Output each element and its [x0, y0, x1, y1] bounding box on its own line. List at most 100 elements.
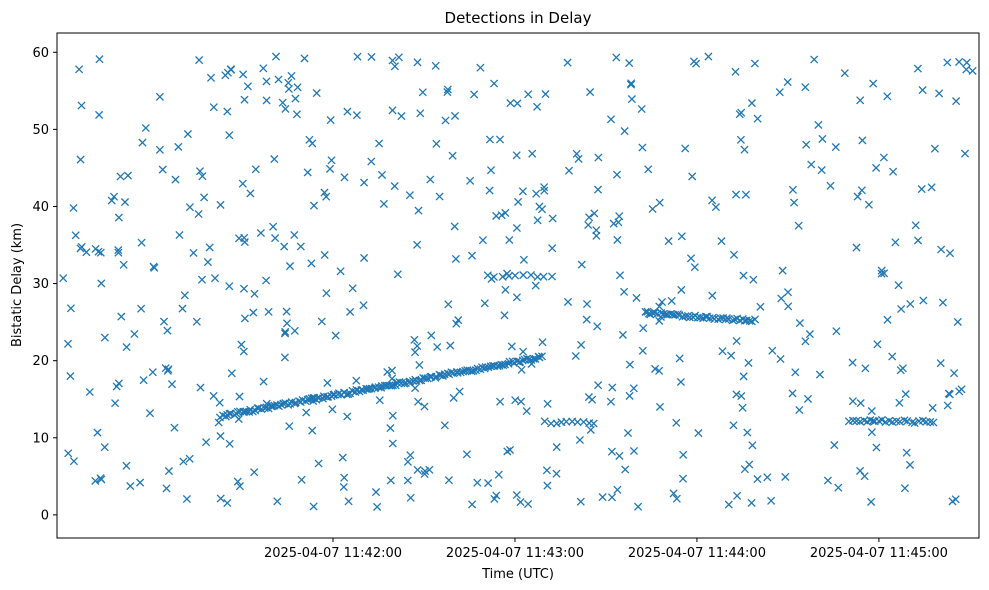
detection-point	[638, 143, 647, 152]
detection-point	[749, 275, 758, 284]
detection-point	[594, 381, 603, 390]
detection-point	[388, 411, 397, 420]
detection-point	[626, 80, 636, 89]
detection-point	[239, 284, 249, 293]
detection-point	[594, 153, 603, 162]
detection-point	[408, 376, 418, 386]
detection-point	[655, 402, 665, 411]
detection-point	[512, 490, 521, 500]
detection-point	[731, 190, 741, 199]
detection-point	[248, 407, 257, 416]
detection-point	[377, 170, 387, 179]
detection-point	[788, 389, 797, 398]
detection-point	[913, 64, 922, 73]
detection-point	[203, 258, 212, 267]
detection-point	[763, 473, 772, 482]
detection-point	[667, 296, 676, 305]
detection-point	[718, 347, 727, 356]
detection-point	[929, 418, 938, 427]
detection-point	[801, 337, 810, 346]
detection-point	[593, 185, 603, 194]
detection-point	[215, 398, 224, 407]
x-tick-label: 2025-04-07 11:45:00	[810, 546, 948, 561]
detection-point	[501, 285, 510, 294]
detection-point	[955, 57, 964, 66]
detection-point	[516, 397, 526, 406]
detection-point	[740, 145, 749, 154]
detection-point	[348, 284, 357, 293]
detection-point	[577, 340, 586, 349]
detection-point	[768, 346, 777, 355]
detection-point	[96, 248, 105, 257]
detection-point	[781, 472, 790, 481]
detection-point	[262, 276, 271, 285]
detection-point	[588, 395, 597, 404]
detection-point	[832, 327, 841, 336]
detection-point	[109, 192, 119, 201]
detection-point	[388, 381, 398, 390]
detection-point	[420, 469, 429, 479]
detection-point	[490, 79, 499, 88]
detection-point	[748, 441, 757, 450]
detection-point	[312, 89, 321, 98]
detection-point	[139, 376, 148, 385]
y-tick-label: 40	[32, 200, 49, 215]
detection-point	[711, 203, 720, 212]
detection-point	[405, 377, 414, 386]
detection-point	[533, 216, 542, 225]
detection-point	[574, 154, 583, 163]
detection-point	[251, 165, 260, 174]
detection-point	[704, 52, 713, 61]
detection-point	[867, 407, 876, 416]
detection-point	[468, 500, 477, 509]
detection-point	[167, 380, 177, 389]
detection-point	[788, 185, 797, 194]
detection-point	[503, 447, 512, 456]
detection-point	[803, 394, 813, 403]
detection-point	[552, 419, 561, 428]
detection-point	[282, 319, 292, 328]
detection-point	[495, 135, 505, 144]
detection-point	[307, 259, 316, 268]
detection-point	[223, 107, 232, 116]
detection-point	[572, 149, 581, 158]
detection-point	[454, 316, 463, 325]
detection-point	[271, 234, 280, 243]
detection-point	[571, 351, 580, 361]
detection-point	[149, 262, 158, 271]
detection-point	[280, 353, 289, 362]
detection-point	[919, 296, 928, 305]
detection-point	[383, 367, 392, 377]
detection-point	[323, 378, 332, 387]
detection-point	[655, 316, 664, 325]
detection-point	[805, 330, 814, 339]
detection-point	[91, 476, 100, 485]
detection-point	[95, 55, 104, 64]
detection-point	[403, 476, 412, 485]
detection-point	[136, 478, 145, 487]
detection-point	[790, 198, 799, 207]
detection-point	[589, 419, 598, 428]
detection-point	[270, 155, 279, 164]
detection-point	[868, 416, 878, 425]
detection-point	[302, 408, 311, 417]
detection-point	[563, 58, 572, 67]
detection-point	[205, 243, 214, 252]
detection-point	[433, 342, 442, 352]
detection-point	[655, 302, 664, 311]
detection-point	[209, 103, 218, 112]
detection-point	[296, 242, 305, 251]
detection-point	[910, 418, 919, 428]
detection-point	[848, 397, 857, 406]
detection-point	[823, 476, 832, 485]
detection-point	[117, 312, 126, 321]
detection-point	[195, 56, 204, 65]
detection-point	[908, 418, 917, 427]
detection-point	[233, 477, 242, 486]
detection-point	[293, 83, 302, 92]
detection-point	[853, 192, 862, 201]
detection-point	[238, 179, 247, 188]
detection-point	[234, 415, 243, 424]
detection-point	[114, 246, 123, 255]
detection-point	[250, 289, 259, 298]
